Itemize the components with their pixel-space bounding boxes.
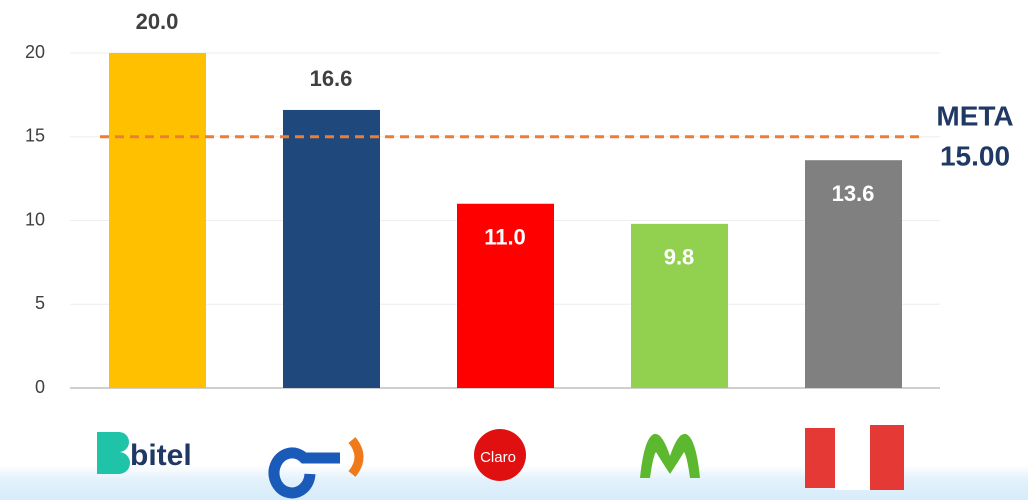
target-label: META	[936, 100, 1013, 131]
bar	[457, 203, 554, 388]
category-label: bitel	[130, 439, 192, 472]
y-tick-label: 5	[35, 293, 45, 313]
y-tick-label: 20	[25, 42, 45, 62]
y-tick-label: 15	[25, 126, 45, 146]
peru-flag	[805, 425, 904, 490]
value-label: 9.8	[664, 245, 695, 270]
bar	[805, 160, 902, 388]
value-label: 11.0	[484, 225, 526, 250]
value-label: 20.0	[136, 9, 179, 34]
bar	[283, 109, 380, 388]
value-label: 13.6	[832, 181, 875, 206]
y-tick-label: 0	[35, 377, 45, 397]
value-label: 16.6	[310, 66, 353, 91]
bitel-logo: bitel	[97, 432, 192, 474]
y-tick-label: 10	[25, 209, 45, 229]
bar	[109, 53, 206, 388]
category-label: Claro	[480, 449, 516, 466]
bar	[631, 223, 728, 388]
entel-logo	[268, 437, 364, 499]
target-value-label: 15.00	[940, 140, 1010, 171]
claro-logo: Claro	[474, 429, 526, 481]
movistar-logo	[640, 433, 700, 478]
logos: bitel Claro	[97, 425, 904, 499]
